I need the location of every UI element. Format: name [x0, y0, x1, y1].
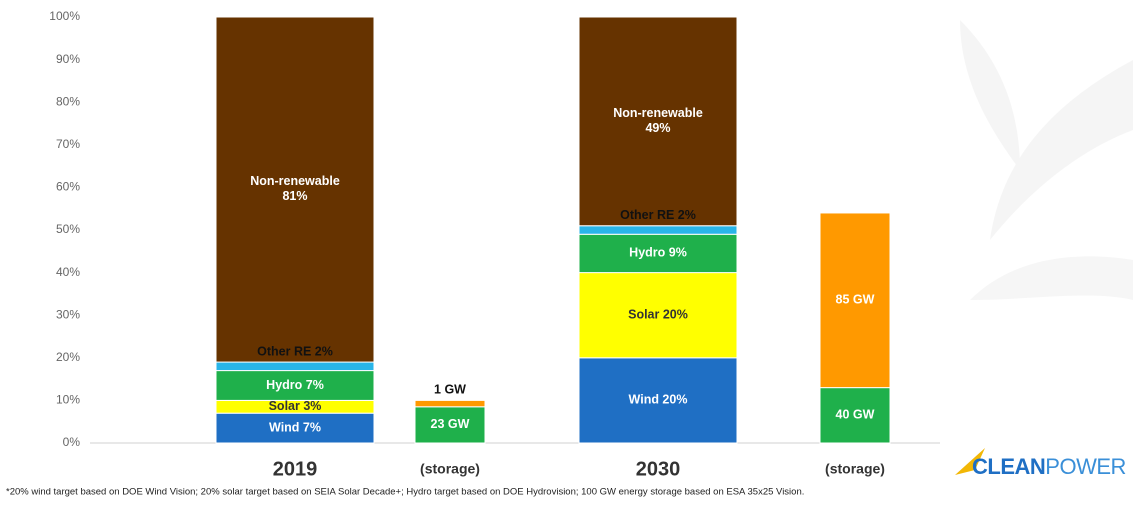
x-tick-label: (storage) [825, 461, 885, 477]
y-tick-label: 10% [56, 393, 80, 407]
data-label: Wind 7% [269, 420, 321, 434]
x-tick-label: 2030 [636, 458, 681, 480]
data-label: Other RE 2% [620, 208, 696, 222]
y-tick-label: 30% [56, 307, 80, 321]
y-tick-label: 50% [56, 222, 80, 236]
footnote: *20% wind target based on DOE Wind Visio… [6, 487, 804, 498]
data-label: 23 GW [431, 417, 470, 431]
y-tick-label: 40% [56, 265, 80, 279]
y-tick-label: 0% [63, 435, 81, 449]
y-tick-label: 70% [56, 137, 80, 151]
watermark [960, 20, 1133, 300]
data-label: 1 GW [434, 383, 466, 397]
data-label: 85 GW [836, 293, 875, 307]
logo-clean: CLEAN [972, 454, 1045, 479]
bar-segment [215, 412, 375, 444]
bar-segment [414, 406, 486, 444]
bar-segment [578, 225, 738, 235]
y-tick-label: 20% [56, 350, 80, 364]
bar-segment [819, 212, 891, 389]
logo-mark [955, 448, 985, 475]
data-label: Solar 20% [628, 307, 688, 321]
bar-segment [414, 399, 486, 408]
logo: CLEANPOWER [955, 448, 1126, 479]
y-tick-label: 90% [56, 52, 80, 66]
bar-segment [215, 16, 375, 363]
y-tick-label: 100% [49, 9, 80, 23]
y-tick-label: 60% [56, 180, 80, 194]
logo-text: CLEANPOWER [972, 454, 1126, 479]
bar-segment [578, 16, 738, 227]
data-label: 40 GW [836, 408, 875, 422]
bar-segment [215, 361, 375, 372]
data-label: Other RE 2% [257, 344, 333, 358]
x-tick-label: (storage) [420, 461, 480, 477]
y-tick-label: 80% [56, 94, 80, 108]
data-label: Solar 3% [269, 399, 322, 413]
logo-power: POWER [1045, 454, 1126, 479]
data-label: Wind 20% [629, 393, 688, 407]
data-label: Non-renewable 81% [250, 174, 340, 203]
data-label: Hydro 7% [266, 378, 324, 392]
data-label: Non-renewable 49% [613, 106, 703, 135]
x-tick-label: 2019 [273, 458, 318, 480]
bar-segment [819, 387, 891, 444]
data-label: Hydro 9% [629, 246, 687, 260]
